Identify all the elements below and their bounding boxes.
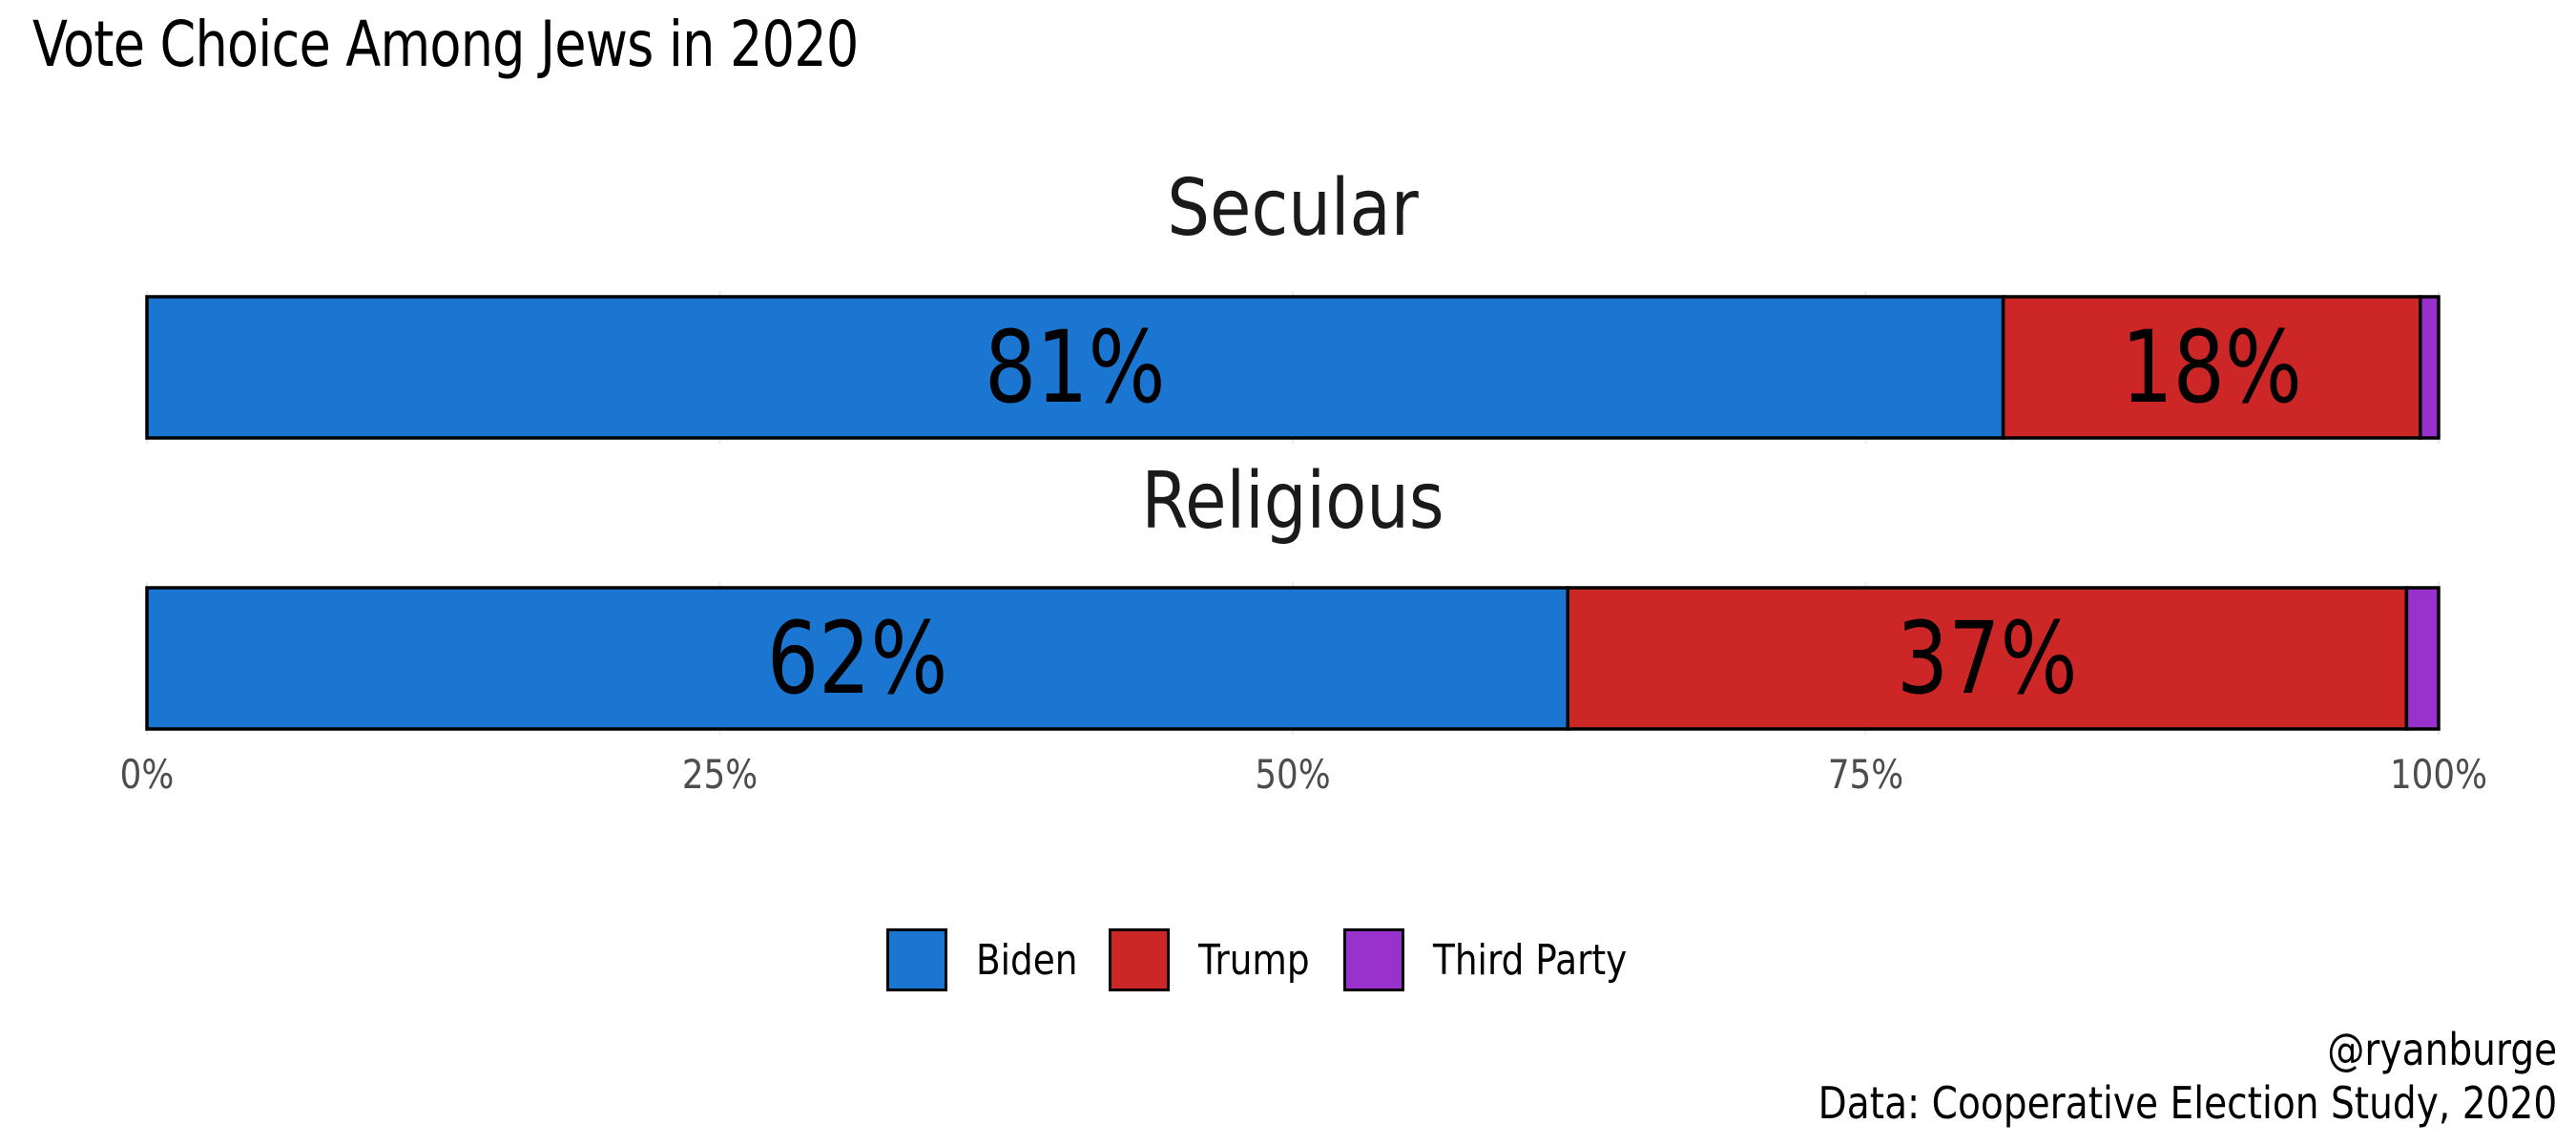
legend-swatch-biden bbox=[886, 928, 948, 991]
facet-religious: Religious 62% 37% bbox=[145, 456, 2441, 735]
legend-label-biden: Biden bbox=[976, 935, 1078, 985]
legend-label-third-party: Third Party bbox=[1432, 935, 1627, 985]
legend-item-trump: Trump bbox=[1109, 928, 1312, 991]
legend: Biden Trump Third Party bbox=[0, 924, 2576, 996]
x-tick-label: 0% bbox=[120, 752, 175, 798]
bar-third-party bbox=[2419, 295, 2441, 440]
bar-biden bbox=[145, 586, 1569, 731]
facet-label: Secular bbox=[1167, 163, 1419, 254]
caption-source: Data: Cooperative Election Study, 2020 bbox=[1818, 1077, 2557, 1129]
legend-swatch-trump bbox=[1109, 928, 1171, 991]
caption: @ryanburge Data: Cooperative Election St… bbox=[1688, 1023, 2557, 1130]
legend-swatch-third-party bbox=[1342, 928, 1404, 991]
chart-title: Vote Choice Among Jews in 2020 bbox=[32, 8, 859, 81]
bar-biden bbox=[145, 295, 2005, 440]
x-tick-label: 100% bbox=[2390, 752, 2487, 798]
x-tick-label: 50% bbox=[1255, 752, 1330, 798]
bar-third-party bbox=[2404, 586, 2441, 731]
bar-label-trump: 37% bbox=[1897, 602, 2078, 717]
bar-trump bbox=[1566, 586, 2409, 731]
legend-label-trump: Trump bbox=[1198, 935, 1311, 985]
bar-trump bbox=[2001, 295, 2422, 440]
x-tick-label: 25% bbox=[682, 752, 758, 798]
caption-handle: @ryanburge bbox=[2327, 1024, 2557, 1075]
bar-label-trump: 18% bbox=[2121, 311, 2302, 426]
facet-label: Religious bbox=[1141, 456, 1444, 547]
bar-label-biden: 81% bbox=[985, 311, 1166, 426]
x-tick-label: 75% bbox=[1828, 752, 1903, 798]
legend-item-biden: Biden bbox=[886, 928, 1078, 991]
legend-item-third-party: Third Party bbox=[1342, 928, 1644, 991]
bar-label-biden: 62% bbox=[767, 602, 948, 717]
